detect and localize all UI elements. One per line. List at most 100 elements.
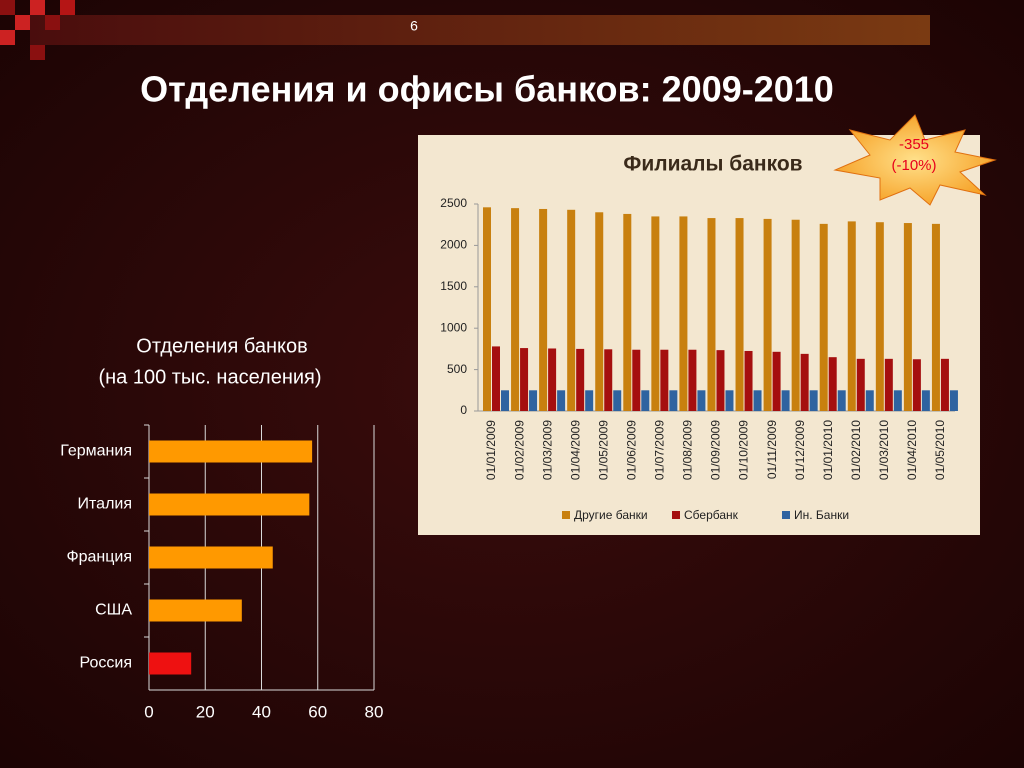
x-tick-label: 01/10/2009 — [737, 420, 751, 480]
y-tick-label: 1500 — [440, 279, 467, 293]
bar — [595, 212, 604, 411]
bar — [483, 207, 491, 411]
bar — [884, 358, 893, 411]
bar — [501, 390, 509, 411]
bar — [149, 599, 242, 622]
bar — [725, 390, 734, 411]
y-tick-label: 1000 — [440, 320, 467, 334]
callout-star — [833, 114, 997, 206]
x-tick-label: 01/07/2009 — [653, 420, 667, 480]
legend-swatch — [782, 511, 790, 519]
bar — [828, 357, 837, 411]
decor — [0, 0, 75, 60]
bar — [623, 213, 632, 411]
header-band — [30, 15, 930, 45]
legend-swatch — [562, 511, 570, 519]
bar — [149, 652, 192, 675]
bar — [781, 390, 790, 411]
bar — [912, 359, 921, 411]
y-tick-label: Германия — [60, 443, 132, 460]
y-tick-label: Франция — [66, 549, 132, 566]
legend-label: Другие банки — [574, 508, 648, 522]
bar — [511, 208, 520, 411]
x-tick-label: 01/02/2009 — [512, 420, 526, 480]
bar — [149, 546, 273, 569]
bar — [791, 219, 800, 411]
bar — [763, 218, 772, 411]
bar — [893, 390, 902, 411]
x-tick-label: 80 — [365, 702, 384, 721]
x-tick-label: 01/04/2009 — [568, 420, 582, 480]
x-tick-label: 01/05/2009 — [596, 420, 610, 480]
bar — [149, 493, 310, 516]
x-tick-label: 01/11/2009 — [765, 420, 779, 479]
y-tick-label: 2500 — [440, 196, 467, 210]
bar — [819, 223, 828, 411]
x-tick-label: 01/06/2009 — [624, 420, 638, 480]
bar — [660, 349, 669, 411]
x-tick-label: 60 — [308, 702, 327, 721]
page-number: 6 — [410, 18, 418, 34]
annotation: (-10%) — [891, 157, 936, 174]
y-tick-label: 500 — [447, 362, 467, 376]
x-tick-label: 20 — [196, 702, 215, 721]
chart-title: (на 100 тыс. населения) — [98, 366, 321, 388]
bar — [744, 350, 753, 411]
y-tick-label: Италия — [78, 496, 132, 513]
bar — [837, 390, 846, 411]
bar — [735, 218, 744, 411]
bar — [567, 209, 576, 411]
bar — [149, 440, 313, 463]
x-tick-label: 01/05/2010 — [933, 420, 947, 480]
bar — [903, 223, 912, 411]
bar — [632, 349, 641, 411]
bar — [548, 348, 557, 411]
bar — [520, 348, 529, 411]
chart-panel — [418, 135, 980, 535]
slide-title: Отделения и офисы банков: 2009-2010 — [140, 69, 834, 110]
bar — [492, 346, 500, 411]
bar — [856, 358, 865, 411]
bar — [557, 390, 566, 411]
bar — [688, 349, 697, 411]
x-tick-label: 01/01/2010 — [821, 420, 835, 480]
bar — [529, 390, 538, 411]
x-tick-label: 01/12/2009 — [793, 420, 807, 480]
x-tick-label: 01/03/2009 — [540, 420, 554, 480]
bar — [679, 216, 688, 411]
x-tick-label: 01/09/2009 — [709, 420, 723, 480]
y-tick-label: 0 — [460, 403, 467, 417]
bar — [669, 390, 678, 411]
legend-label: Ин. Банки — [794, 508, 849, 522]
bar — [585, 390, 594, 411]
bar — [940, 358, 949, 411]
bar — [809, 390, 818, 411]
x-tick-label: 01/02/2010 — [849, 420, 863, 480]
bar — [772, 351, 781, 411]
bar — [576, 348, 585, 411]
x-tick-label: 01/01/2009 — [484, 420, 498, 480]
bar — [604, 349, 613, 411]
legend-swatch — [672, 511, 680, 519]
bar — [707, 218, 716, 411]
x-tick-label: 01/04/2010 — [905, 420, 919, 480]
bar — [716, 350, 725, 411]
x-tick-label: 01/08/2009 — [681, 420, 695, 480]
bar — [865, 390, 874, 411]
bar — [800, 353, 809, 411]
bar — [697, 390, 706, 411]
x-tick-label: 01/03/2010 — [877, 420, 891, 480]
bar — [539, 208, 548, 411]
annotation: -355 — [899, 136, 929, 153]
bar — [847, 221, 856, 411]
y-tick-label: 2000 — [440, 238, 467, 252]
chart-title: Отделения банков — [136, 335, 307, 357]
bar — [651, 216, 660, 411]
x-tick-label: 0 — [144, 702, 153, 721]
bar — [875, 222, 884, 411]
y-tick-label: США — [95, 602, 132, 619]
legend-label: Сбербанк — [684, 508, 739, 522]
x-tick-label: 40 — [252, 702, 271, 721]
bar — [753, 390, 762, 411]
